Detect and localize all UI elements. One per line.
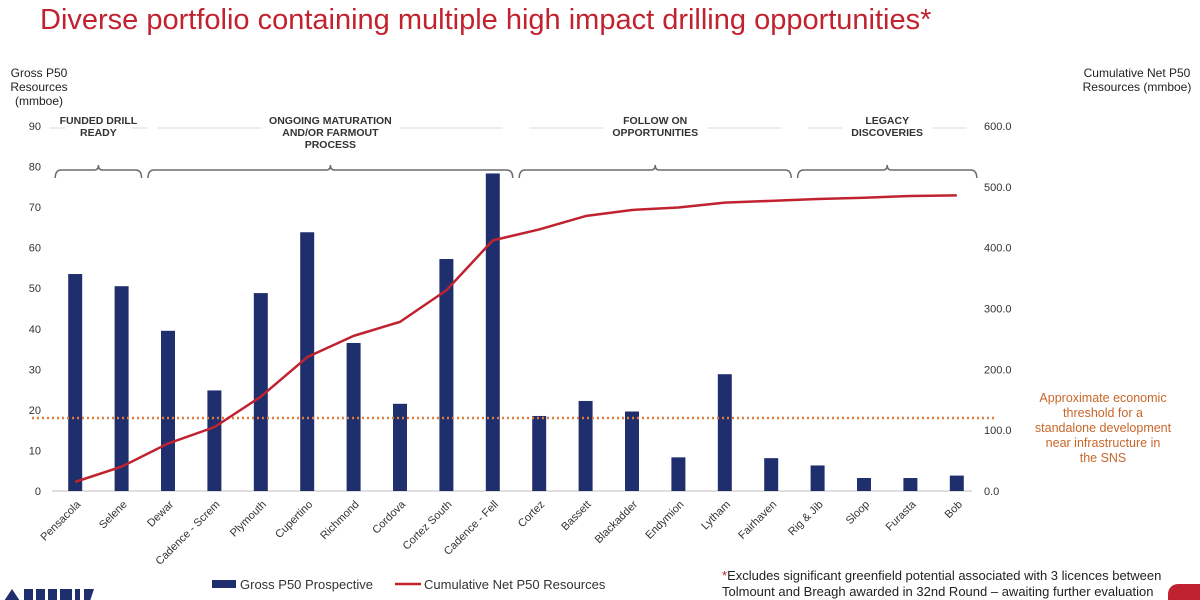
bar <box>68 274 83 491</box>
company-logo <box>0 588 110 600</box>
category-label: Cupertino <box>273 499 315 541</box>
bar <box>949 475 964 491</box>
footnote: *Excludes significant greenfield potenti… <box>722 568 1162 600</box>
right-tick-label: 200.0 <box>984 364 1012 376</box>
group-bracket <box>518 164 792 179</box>
page-number-tab <box>1168 584 1200 600</box>
bar <box>207 390 222 491</box>
threshold-label-line: threshold for a <box>1063 406 1143 420</box>
bar <box>578 400 593 491</box>
right-tick-label: 600.0 <box>984 121 1012 133</box>
group-label-line: FOLLOW ON <box>623 115 687 127</box>
category-label: Lytham <box>699 499 733 533</box>
right-tick-label: 500.0 <box>984 182 1012 194</box>
right-tick-label: 400.0 <box>984 243 1012 255</box>
slide-title: Diverse portfolio containing multiple hi… <box>40 4 932 36</box>
bar <box>300 232 315 491</box>
category-label: Cordova <box>370 498 409 537</box>
logo-mark <box>4 589 94 600</box>
category-label: Furasta <box>884 498 919 533</box>
legend-bar-label: Gross P50 Prospective <box>240 577 373 592</box>
group-label-line: OPPORTUNITIES <box>612 127 698 139</box>
group-bracket <box>796 164 978 179</box>
group-label-line: FUNDED DRILL <box>60 115 138 127</box>
category-label: Endymion <box>643 499 686 542</box>
threshold-label-line: Approximate economic <box>1039 391 1166 405</box>
left-tick-label: 60 <box>29 243 41 255</box>
category-label: Dewar <box>145 498 176 529</box>
bar <box>114 286 129 491</box>
left-tick-label: 20 <box>29 405 41 417</box>
threshold-label-line: standalone development <box>1035 421 1172 435</box>
right-axis-title: Cumulative Net P50 Resources (mmboe) <box>1082 66 1192 94</box>
group-label-line: READY <box>80 127 117 139</box>
footnote-text: Excludes significant greenfield potentia… <box>722 568 1162 599</box>
bar <box>393 403 407 491</box>
legend-bar-swatch <box>212 580 236 588</box>
group-label-line: LEGACY <box>865 115 909 127</box>
category-label: Fairhaven <box>736 499 779 542</box>
category-label: Bob <box>943 499 965 521</box>
footnote-star: * <box>722 568 728 583</box>
bar <box>857 478 871 491</box>
category-label: Richmond <box>318 499 362 543</box>
bar <box>717 374 732 491</box>
bar <box>253 293 268 491</box>
group-bracket <box>54 164 143 179</box>
left-tick-label: 10 <box>29 445 41 457</box>
group-label-line: AND/OR FARMOUT <box>282 127 379 139</box>
left-tick-label: 50 <box>29 283 41 295</box>
category-label: Plymouth <box>228 499 269 540</box>
group-bracket <box>147 164 514 179</box>
threshold-label-line: the SNS <box>1080 451 1127 465</box>
group-label-line: ONGOING MATURATION <box>269 115 392 127</box>
threshold-label-line: near infrastructure in <box>1046 436 1161 450</box>
bar <box>671 457 686 491</box>
left-tick-label: 70 <box>29 202 41 214</box>
category-label: Bassett <box>559 499 593 533</box>
category-label: Pensacola <box>39 498 84 543</box>
category-label: Rig & Jib <box>786 499 826 539</box>
group-label-line: DISCOVERIES <box>851 127 923 139</box>
group-label-line: PROCESS <box>305 139 356 151</box>
bar <box>439 259 454 491</box>
bar <box>764 458 779 491</box>
right-tick-label: 300.0 <box>984 304 1012 316</box>
left-tick-label: 90 <box>29 121 41 133</box>
left-tick-label: 40 <box>29 324 41 336</box>
bar <box>625 411 639 491</box>
left-tick-label: 80 <box>29 162 41 174</box>
category-label: Selene <box>97 499 130 532</box>
category-label: Cortez <box>516 499 547 530</box>
bar <box>903 478 918 491</box>
bar <box>810 465 825 491</box>
right-tick-label: 100.0 <box>984 425 1012 437</box>
left-tick-label: 30 <box>29 364 41 376</box>
category-label: Blackadder <box>593 498 641 546</box>
bar <box>161 330 175 491</box>
category-label: Sloop <box>844 499 872 527</box>
cumulative-line <box>74 194 957 484</box>
bar <box>485 173 500 491</box>
right-tick-label: 0.0 <box>984 486 999 498</box>
left-axis-title: Gross P50 Resources (mmboe) <box>10 66 68 108</box>
legend-line-label: Cumulative Net P50 Resources <box>424 577 606 592</box>
left-tick-label: 0 <box>35 486 41 498</box>
bar <box>532 415 547 491</box>
